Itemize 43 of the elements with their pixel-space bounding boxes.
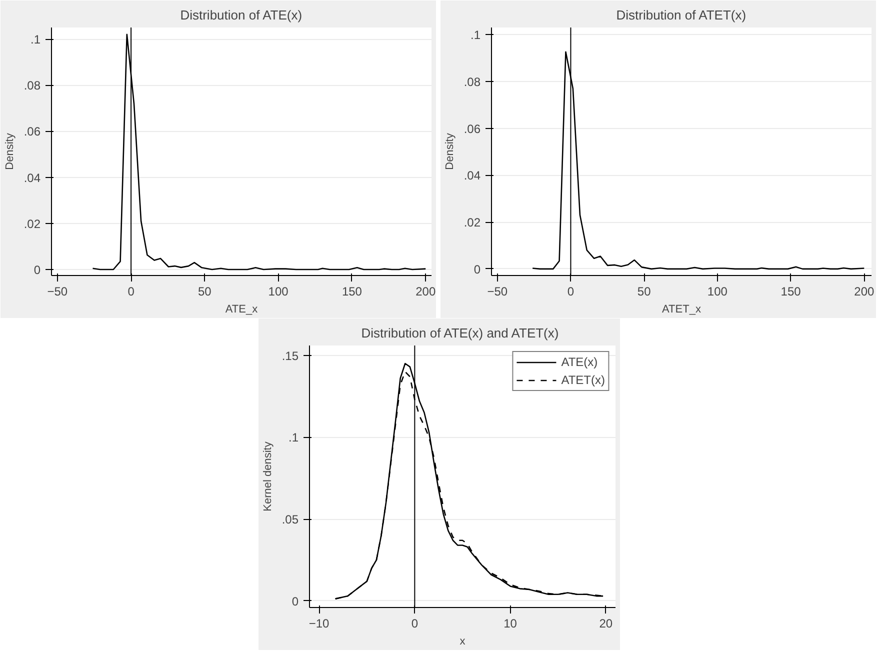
- legend-label: ATET(x): [561, 373, 605, 387]
- x-tick-label: 200: [416, 284, 436, 298]
- y-tick-label: .04: [24, 170, 41, 185]
- x-tick-label: −50: [487, 284, 508, 298]
- y-tick-label: .1: [288, 430, 299, 445]
- x-tick-label: 10: [504, 616, 518, 630]
- x-tick-label: 50: [637, 284, 652, 298]
- legend-label: ATE(x): [561, 355, 598, 369]
- x-tick-label: 100: [707, 284, 728, 298]
- x-tick-label: 20: [599, 616, 613, 630]
- y-tick-label: .06: [24, 124, 41, 139]
- chart-title: Distribution of ATET(x): [616, 8, 746, 22]
- y-tick-label: .06: [464, 122, 481, 136]
- y-tick-label: 0: [292, 594, 299, 608]
- y-tick-label: .02: [24, 216, 41, 231]
- y-tick-label: .02: [464, 216, 481, 230]
- x-tick-label: 0: [567, 284, 574, 298]
- y-tick-label: .08: [24, 78, 41, 93]
- y-axis-title: Density: [4, 132, 16, 170]
- y-tick-label: .04: [464, 168, 481, 183]
- y-tick-label: .05: [282, 512, 299, 527]
- x-tick-label: −10: [308, 616, 330, 630]
- chart-title: Distribution of ATE(x): [180, 8, 302, 22]
- x-tick-label: −50: [47, 284, 68, 298]
- x-tick-label: 200: [854, 284, 874, 298]
- x-tick-label: 100: [268, 284, 289, 298]
- x-tick-label: 0: [411, 616, 418, 630]
- x-axis-title: ATE_x: [225, 304, 258, 316]
- y-tick-label: 0: [34, 263, 41, 278]
- x-axis-title: ATET_x: [662, 304, 702, 316]
- y-axis-title: Kernel density: [262, 441, 274, 512]
- y-axis-title: Density: [444, 132, 456, 170]
- y-tick-label: .1: [30, 32, 41, 47]
- x-tick-label: 150: [342, 284, 362, 298]
- y-tick-label: .15: [282, 348, 299, 363]
- y-tick-label: .08: [464, 74, 481, 89]
- chart-title: Distribution of ATE(x) and ATET(x): [361, 326, 559, 340]
- x-tick-label: 150: [780, 284, 802, 298]
- x-tick-label: 0: [128, 284, 135, 298]
- x-axis-title: x: [460, 636, 466, 648]
- y-tick-label: 0: [474, 262, 481, 276]
- x-tick-label: 50: [198, 284, 212, 298]
- y-tick-label: .1: [470, 28, 481, 42]
